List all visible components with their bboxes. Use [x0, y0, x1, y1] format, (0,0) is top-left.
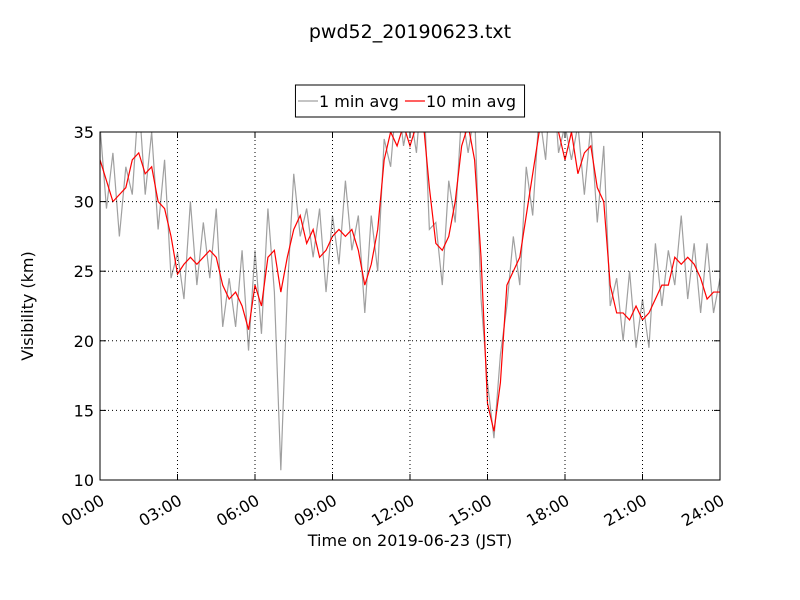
x-tick-label: 12:00	[368, 491, 417, 531]
y-tick-label: 30	[74, 193, 94, 212]
chart-title: pwd52_20190623.txt	[309, 21, 511, 43]
legend-label: 1 min avg	[319, 92, 399, 111]
x-tick-label: 06:00	[213, 491, 262, 531]
plot-area	[100, 132, 720, 471]
y-tick-label: 10	[74, 471, 94, 490]
legend-label: 10 min avg	[426, 92, 516, 111]
x-axis-label: Time on 2019-06-23 (JST)	[307, 531, 512, 550]
x-tick-label: 03:00	[136, 491, 185, 531]
x-tick-label: 18:00	[523, 491, 572, 531]
x-tick-label: 21:00	[601, 491, 650, 531]
x-tick-label: 24:00	[678, 491, 727, 531]
y-tick-label: 35	[74, 123, 94, 142]
x-tick-label: 15:00	[446, 491, 495, 531]
x-tick-label: 09:00	[291, 491, 340, 531]
x-tick-label: 00:00	[58, 491, 107, 531]
y-tick-label: 25	[74, 262, 94, 281]
series-line	[100, 132, 720, 432]
y-tick-label: 20	[74, 332, 94, 351]
y-axis-label: Visibility (km)	[18, 251, 37, 360]
series-line	[100, 132, 720, 471]
y-tick-label: 15	[74, 401, 94, 420]
